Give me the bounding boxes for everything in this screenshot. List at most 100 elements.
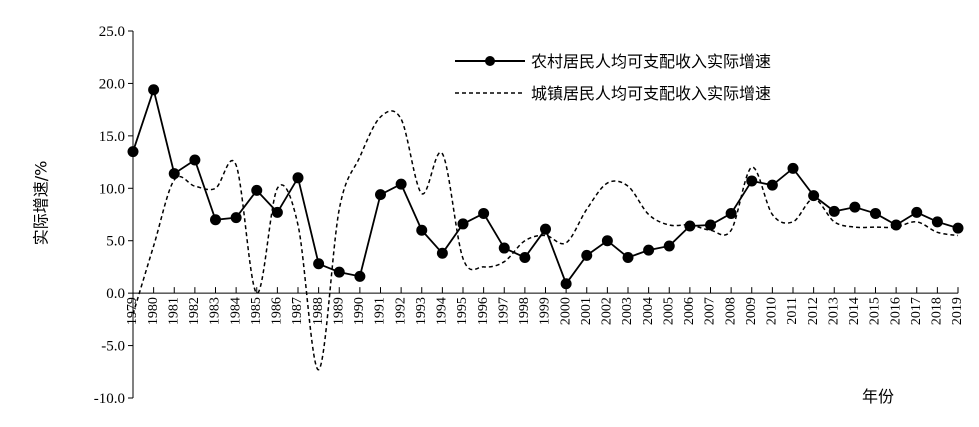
data-point-rural bbox=[416, 224, 428, 236]
x-tick-label: 1998 bbox=[517, 297, 532, 325]
data-point-rural bbox=[210, 214, 221, 226]
x-axis-title: 年份 bbox=[862, 387, 894, 406]
y-tick-label: 5.0 bbox=[106, 234, 125, 250]
x-tick-label: 1997 bbox=[496, 297, 511, 325]
data-point-rural bbox=[498, 242, 510, 254]
data-point-rural bbox=[890, 219, 902, 231]
data-point-rural bbox=[148, 84, 160, 96]
x-tick-label: 1989 bbox=[331, 297, 346, 325]
data-point-rural bbox=[931, 216, 943, 228]
data-point-rural bbox=[622, 251, 634, 263]
x-tick-label: 1980 bbox=[146, 297, 161, 325]
data-point-rural bbox=[354, 270, 366, 282]
data-point-rural bbox=[643, 244, 655, 256]
data-point-rural bbox=[787, 162, 799, 174]
data-point-rural bbox=[333, 266, 345, 278]
x-tick-label: 2008 bbox=[723, 297, 738, 325]
data-point-rural bbox=[271, 206, 283, 218]
y-tick-label: 25.0 bbox=[99, 24, 125, 40]
data-point-rural bbox=[251, 184, 263, 196]
x-tick-label: 1984 bbox=[228, 297, 243, 325]
x-tick-label: 1995 bbox=[455, 297, 470, 325]
x-tick-label: 1986 bbox=[270, 297, 285, 325]
data-point-rural bbox=[849, 201, 861, 213]
x-tick-label: 2007 bbox=[703, 297, 718, 325]
series-line-urban bbox=[132, 110, 959, 371]
y-tick-label: 15.0 bbox=[99, 129, 125, 145]
x-tick-label: 2014 bbox=[847, 297, 862, 325]
x-tick-label: 2006 bbox=[682, 297, 697, 325]
legend: 农村居民人均可支配收入实际增速 城镇居民人均可支配收入实际增速 bbox=[455, 52, 771, 103]
y-tick-label: 0.0 bbox=[106, 286, 125, 302]
data-point-rural bbox=[828, 205, 840, 217]
data-point-rural bbox=[663, 240, 675, 252]
x-tick-label: 2000 bbox=[558, 297, 573, 325]
data-point-rural bbox=[292, 172, 304, 184]
y-tick-label: -5.0 bbox=[101, 339, 125, 355]
data-point-rural bbox=[766, 179, 778, 191]
legend-marker-rural bbox=[485, 56, 495, 66]
x-tick-label: 2012 bbox=[806, 297, 821, 325]
x-tick-label: 1996 bbox=[476, 297, 491, 325]
x-tick-label: 2010 bbox=[765, 297, 780, 325]
x-tick-label: 2001 bbox=[579, 297, 594, 325]
x-tick-label: 1991 bbox=[373, 297, 388, 325]
x-tick-label: 1994 bbox=[435, 297, 450, 325]
data-point-rural bbox=[375, 189, 386, 201]
y-tick-label: 20.0 bbox=[99, 76, 125, 92]
x-tick-label: 1983 bbox=[208, 297, 223, 325]
x-tick-label: 2015 bbox=[868, 297, 883, 325]
x-tick-label: 1988 bbox=[311, 297, 326, 325]
x-tick-label: 2018 bbox=[930, 297, 945, 325]
x-tick-label: 2017 bbox=[909, 297, 924, 325]
data-point-rural bbox=[313, 258, 325, 270]
data-point-rural bbox=[684, 220, 696, 232]
x-tick-label: 1987 bbox=[290, 297, 305, 325]
data-point-rural bbox=[436, 247, 448, 259]
data-point-rural bbox=[911, 206, 923, 218]
x-tick-label: 1985 bbox=[249, 297, 264, 325]
legend-label-urban: 城镇居民人均可支配收入实际增速 bbox=[531, 84, 771, 103]
y-axis-title: 实际增速/% bbox=[32, 161, 51, 246]
x-tick-label: 2016 bbox=[888, 297, 903, 325]
x-tick-label: 1990 bbox=[352, 297, 367, 325]
data-point-rural bbox=[127, 146, 139, 158]
legend-item-rural: 农村居民人均可支配收入实际增速 bbox=[455, 52, 771, 71]
x-tick-label: 1999 bbox=[538, 297, 553, 325]
data-point-rural bbox=[952, 222, 964, 234]
y-tick-label: 10.0 bbox=[99, 181, 125, 197]
data-point-rural bbox=[705, 219, 716, 231]
data-point-rural bbox=[581, 249, 593, 261]
data-point-rural bbox=[808, 190, 820, 202]
data-point-rural bbox=[189, 154, 201, 166]
data-point-rural bbox=[560, 278, 572, 290]
data-point-rural bbox=[725, 207, 737, 219]
legend-item-urban: 城镇居民人均可支配收入实际增速 bbox=[455, 84, 771, 103]
x-tick-label: 1982 bbox=[187, 297, 202, 325]
y-tick-label: -10.0 bbox=[94, 391, 125, 407]
data-point-rural bbox=[168, 168, 180, 180]
data-point-rural bbox=[746, 175, 758, 187]
x-tick-label: 2002 bbox=[600, 297, 615, 325]
data-point-rural bbox=[540, 223, 551, 235]
x-tick-label: 1979 bbox=[125, 297, 140, 325]
x-tick-label: 1981 bbox=[166, 297, 181, 325]
data-point-rural bbox=[601, 235, 613, 247]
x-tick-label: 2004 bbox=[641, 297, 656, 325]
x-tick-label: 2005 bbox=[661, 297, 676, 325]
x-tick-label: 1993 bbox=[414, 297, 429, 325]
legend-label-rural: 农村居民人均可支配收入实际增速 bbox=[531, 52, 771, 71]
x-tick-label: 2009 bbox=[744, 297, 759, 325]
x-tick-label: 2019 bbox=[950, 297, 965, 325]
x-tick-label: 1992 bbox=[393, 297, 408, 325]
x-tick-label: 2003 bbox=[620, 297, 635, 325]
data-point-rural bbox=[478, 207, 490, 219]
data-point-rural bbox=[870, 207, 881, 219]
data-point-rural bbox=[519, 251, 531, 263]
data-point-rural bbox=[395, 178, 407, 190]
data-point-rural bbox=[457, 218, 469, 230]
x-tick-label: 2013 bbox=[826, 297, 841, 325]
x-tick-label: 2011 bbox=[785, 297, 800, 324]
